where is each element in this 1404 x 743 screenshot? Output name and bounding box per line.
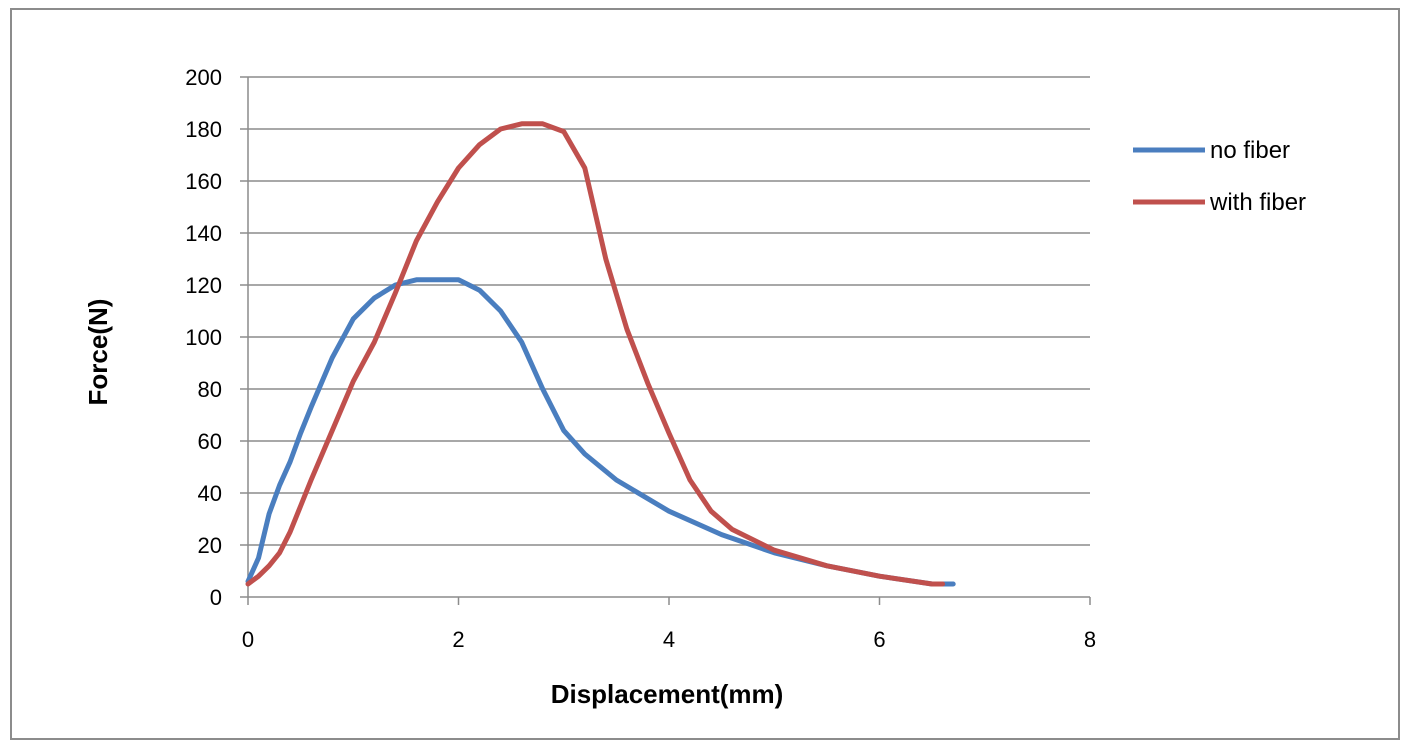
axes bbox=[240, 76, 1091, 605]
y-tick-label: 100 bbox=[185, 325, 222, 350]
y-tick-label: 200 bbox=[185, 65, 222, 90]
y-tick-label: 20 bbox=[198, 533, 222, 558]
x-tick-label: 8 bbox=[1084, 627, 1096, 652]
y-tick-label: 140 bbox=[185, 221, 222, 246]
series-lines bbox=[245, 121, 956, 587]
legend: no fiber with fiber bbox=[1133, 137, 1306, 216]
y-tick-label: 40 bbox=[198, 481, 222, 506]
x-tick-label: 6 bbox=[873, 627, 885, 652]
series-line-no-fiber bbox=[245, 277, 956, 587]
y-tick-label: 180 bbox=[185, 117, 222, 142]
chart-frame bbox=[10, 8, 1400, 740]
y-tick-label: 60 bbox=[198, 429, 222, 454]
y-tick-label: 120 bbox=[185, 273, 222, 298]
y-tick-label: 0 bbox=[210, 585, 222, 610]
x-tick-label: 0 bbox=[242, 627, 254, 652]
y-tick-labels: 0 20 40 60 80 100 120 140 160 180 200 bbox=[185, 65, 222, 610]
series-line-with-fiber bbox=[245, 121, 946, 587]
legend-label: with fiber bbox=[1209, 189, 1306, 216]
x-tick-labels: 0 2 4 6 8 bbox=[242, 627, 1096, 652]
y-tick-label: 80 bbox=[198, 377, 222, 402]
x-tick-label: 2 bbox=[452, 627, 464, 652]
gridlines bbox=[248, 76, 1090, 546]
y-tick-label: 160 bbox=[185, 169, 222, 194]
x-tick-label: 4 bbox=[663, 627, 675, 652]
x-axis-title: Displacement(mm) bbox=[551, 679, 784, 709]
legend-label: no fiber bbox=[1210, 137, 1290, 164]
y-axis-title: Force(N) bbox=[83, 299, 113, 406]
